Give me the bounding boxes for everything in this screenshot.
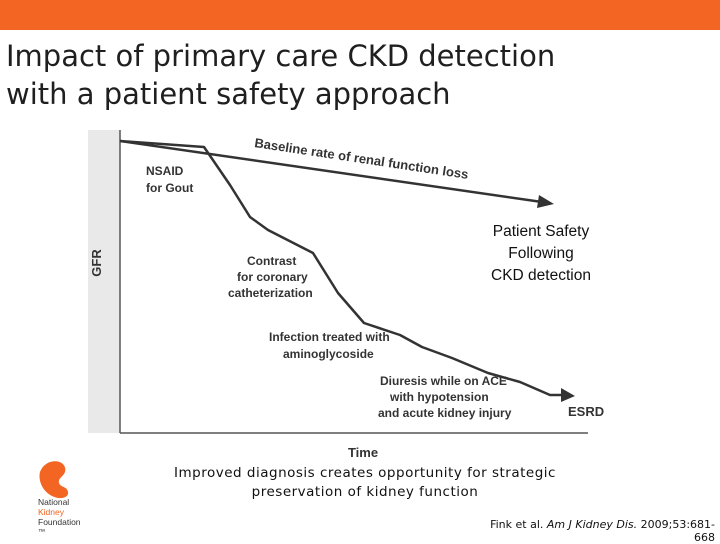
citation-journal: Am J Kidney Dis. bbox=[546, 518, 638, 531]
logo-line-1: National bbox=[38, 497, 70, 507]
y-axis-label: GFR bbox=[89, 249, 104, 277]
x-axis-label: Time bbox=[348, 445, 378, 460]
event-label-diuresis-line2: with hypotension bbox=[389, 390, 489, 404]
diagram-caption: Improved diagnosis creates opportunity f… bbox=[140, 464, 590, 502]
header-bar bbox=[0, 0, 720, 30]
event-label-contrast-line1: Contrast bbox=[247, 254, 296, 268]
caption-line-1: Improved diagnosis creates opportunity f… bbox=[174, 465, 556, 481]
event-label-contrast-line2: for coronary bbox=[237, 270, 308, 284]
event-label-contrast-line3: catheterization bbox=[228, 286, 313, 300]
citation-details: 2009;53:681-668 bbox=[637, 518, 715, 544]
event-label-diuresis-line1: Diuresis while on ACE bbox=[380, 374, 507, 388]
gfr-decline-curve bbox=[119, 139, 562, 397]
caption-line-2: preservation of kidney function bbox=[251, 484, 479, 500]
logo-wordmark: National Kidney Foundation ™ bbox=[38, 497, 81, 540]
citation: Fink et al. Am J Kidney Dis. 2009;53:681… bbox=[470, 518, 715, 544]
event-label-infection-line1: Infection treated with bbox=[269, 330, 390, 344]
patient-safety-line2: Following bbox=[508, 245, 573, 262]
gfr-decline-diagram: GFR Time Baseline rate of renal function… bbox=[88, 130, 607, 460]
logo-trademark: ™ bbox=[38, 528, 46, 536]
event-label-nsaid-line1: NSAID bbox=[146, 164, 184, 178]
kidney-foundation-logo-icon bbox=[39, 461, 69, 499]
baseline-line bbox=[119, 139, 543, 204]
patient-safety-line3: CKD detection bbox=[491, 267, 591, 284]
patient-safety-line1: Patient Safety bbox=[493, 223, 590, 240]
logo-line-3: Foundation bbox=[38, 517, 81, 527]
citation-authors: Fink et al. bbox=[490, 518, 547, 531]
title-line-1: Impact of primary care CKD detection bbox=[6, 39, 556, 73]
endpoint-label-esrd: ESRD bbox=[568, 404, 604, 419]
baseline-arrowhead bbox=[537, 195, 554, 208]
patient-safety-box bbox=[472, 215, 607, 285]
title-line-2: with a patient safety approach bbox=[6, 77, 451, 111]
event-label-infection-line2: aminoglycoside bbox=[283, 347, 374, 361]
event-label-nsaid-line2: for Gout bbox=[146, 181, 193, 195]
logo-line-2: Kidney bbox=[38, 507, 64, 517]
decline-arrowhead bbox=[561, 388, 575, 402]
event-label-diuresis-line3: and acute kidney injury bbox=[378, 406, 512, 420]
page-title: Impact of primary care CKD detection wit… bbox=[6, 37, 626, 113]
